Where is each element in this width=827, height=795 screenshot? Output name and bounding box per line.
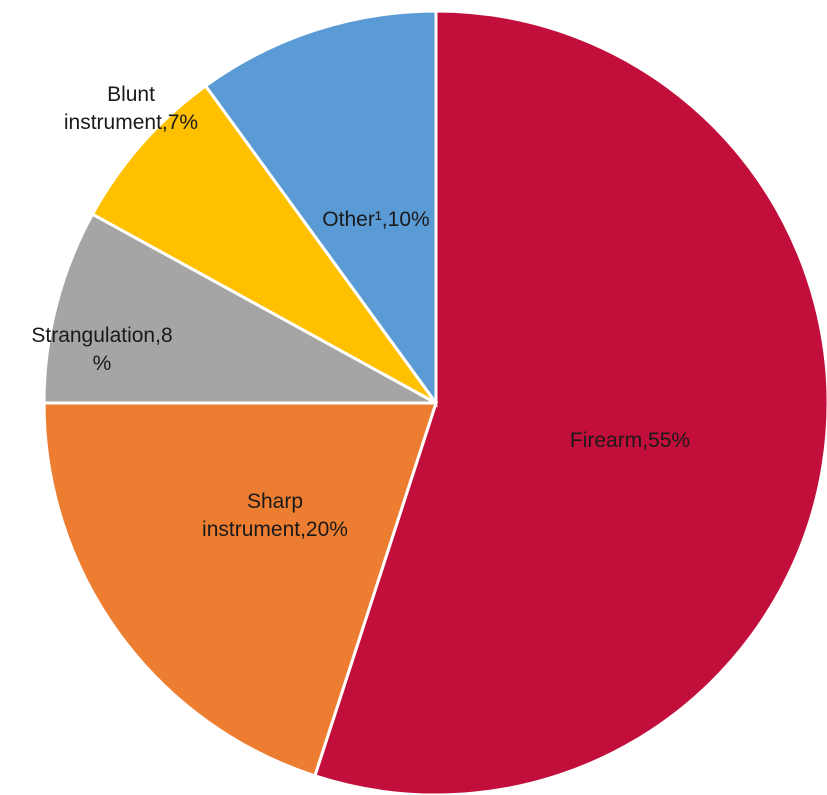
pie-slice-strangulation (42, 212, 437, 405)
pie-slice-sharp-instrument (42, 401, 439, 778)
data-label-sharp-instrument: Sharp instrument,20% (202, 490, 348, 541)
data-label-other: Other¹,10% (322, 208, 429, 231)
data-label-strangulation: Strangulation,8% (31, 324, 172, 375)
pie-slice-other (203, 9, 438, 408)
pie-slices (42, 9, 827, 795)
data-labels: Firearm,55% Sharp instrument,20% Strangulat… (31, 83, 690, 541)
data-label-firearm: Firearm,55% (570, 429, 690, 452)
data-label-blunt-instrument: Blunt instrument,7% (64, 83, 198, 134)
pie-slice-firearm (312, 9, 827, 795)
pie-slice-blunt-instrument (90, 83, 438, 405)
